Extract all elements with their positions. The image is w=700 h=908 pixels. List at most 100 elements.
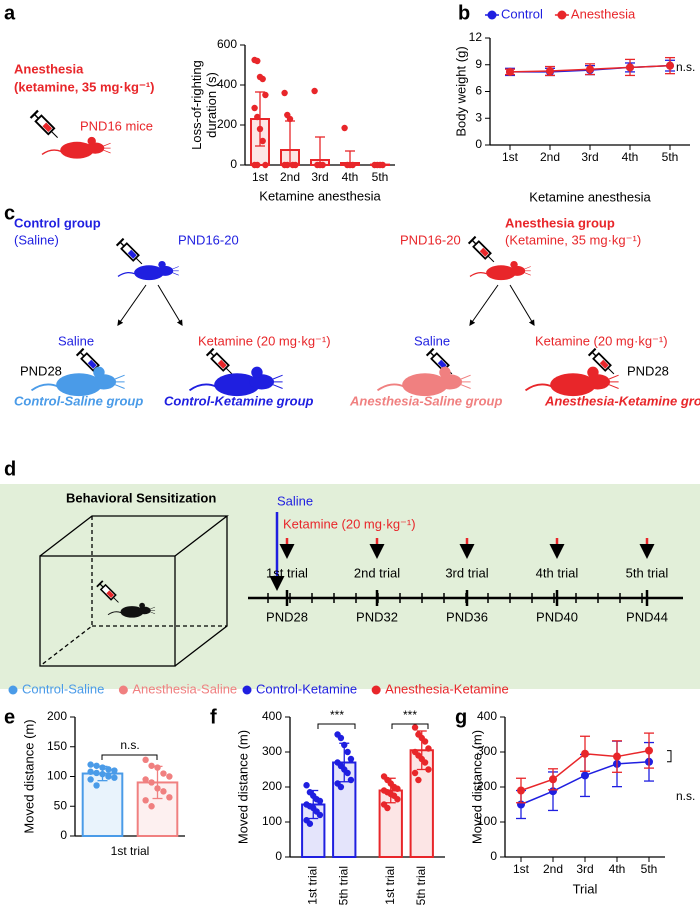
- data-point: [292, 161, 299, 169]
- bracket: [101, 754, 158, 760]
- x-axis-label: Ketamine anesthesia: [259, 188, 381, 203]
- trial-label: 1st trial: [266, 565, 308, 580]
- data-point: [259, 137, 266, 145]
- cube: [39, 515, 229, 667]
- bar: [81, 772, 124, 838]
- x-tick-label: 5th trial: [336, 866, 350, 905]
- data-point: [87, 776, 94, 783]
- x-tick-label: 5th trial: [414, 866, 428, 905]
- legend-swatch: [557, 10, 567, 20]
- panel-label: d: [4, 458, 16, 480]
- data-point: [415, 776, 422, 784]
- y-axis-label: Moved distance (m): [21, 719, 36, 833]
- data-point: [166, 794, 173, 801]
- data-point: [411, 724, 419, 731]
- data-point: [337, 734, 345, 742]
- data-point: [105, 766, 112, 773]
- data-point: [160, 788, 167, 795]
- y-tick-label: 100: [477, 814, 497, 828]
- arrow: [509, 284, 535, 327]
- y-tick-label: 200: [47, 709, 67, 723]
- legend-label: Anesthesia-Ketamine: [385, 681, 509, 696]
- line-point: [581, 771, 589, 780]
- data-point: [254, 161, 261, 169]
- data-point: [421, 759, 429, 766]
- line-point: [645, 746, 653, 755]
- day-label: PND40: [536, 609, 578, 624]
- data-point: [344, 769, 351, 777]
- data-point: [347, 776, 355, 784]
- data-point: [93, 769, 100, 777]
- data-point: [281, 89, 288, 97]
- trial-label: 3rd trial: [445, 565, 488, 580]
- data-point: [251, 104, 258, 112]
- syringe-icon: [467, 235, 499, 267]
- data-point: [262, 161, 269, 169]
- data-point: [154, 764, 161, 771]
- x-axis-label: Trial: [573, 881, 598, 896]
- data-point: [425, 745, 432, 752]
- anesthesia-group: Anesthesia group: [505, 215, 615, 230]
- trial-label: 5th trial: [626, 565, 669, 580]
- y-tick-label: 200: [217, 117, 237, 131]
- data-point: [99, 764, 106, 771]
- group-label: Anesthesia-Ketamine group: [544, 393, 700, 408]
- y-tick-label: 300: [262, 744, 282, 758]
- data-point: [319, 161, 326, 169]
- x-tick-label: 1st trial: [305, 866, 319, 905]
- y-tick-label: 12: [469, 30, 483, 44]
- data-point: [166, 773, 173, 780]
- annotation: n.s.: [676, 60, 695, 74]
- panel-d-title: Behavioral Sensitization: [66, 490, 216, 505]
- data-point: [384, 804, 391, 812]
- data-point: [284, 161, 291, 169]
- y-tick-label: 150: [47, 739, 67, 753]
- y-tick-label: 200: [262, 779, 282, 793]
- legend-label: Control-Saline: [22, 681, 104, 696]
- y-tick-label: 50: [54, 798, 68, 812]
- bracket: [667, 750, 672, 763]
- panel-label: a: [4, 2, 16, 24]
- arrow: [117, 284, 147, 326]
- x-tick-label: 2nd: [543, 862, 563, 876]
- data-point: [344, 748, 351, 756]
- data-point: [148, 803, 155, 810]
- legend-swatch: [487, 10, 497, 20]
- control-treatment: (Saline): [14, 232, 59, 247]
- line-point: [546, 66, 554, 75]
- syringe-icon: [115, 237, 147, 269]
- x-tick-label: 3rd: [581, 150, 598, 164]
- line-point: [506, 67, 514, 76]
- y-tick-label: 400: [217, 77, 237, 91]
- x-tick-label: 5th: [662, 150, 679, 164]
- trial-label: 2nd trial: [354, 565, 400, 580]
- panel-a-dose: (ketamine, 35 mg·kg⁻¹): [14, 79, 155, 94]
- panel-label: b: [458, 2, 470, 24]
- y-tick-label: 0: [475, 137, 482, 151]
- data-point: [93, 762, 100, 769]
- bracket: [391, 723, 429, 729]
- panel-a-title: Anesthesia: [14, 61, 84, 76]
- anesthesia-treatment: (Ketamine, 35 mg·kg⁻¹): [505, 232, 641, 247]
- line-point: [517, 786, 525, 795]
- data-point: [148, 779, 155, 786]
- saline-label: Saline: [277, 493, 313, 508]
- line-point: [581, 749, 589, 758]
- y-tick-label: 0: [490, 849, 497, 863]
- ketamine-label: Ketamine (20 mg·kg⁻¹): [283, 516, 416, 531]
- data-point: [262, 91, 269, 99]
- data-point: [259, 75, 266, 83]
- annotation: ***: [403, 708, 417, 722]
- annotation: n.s.: [676, 789, 695, 803]
- data-point: [93, 782, 100, 789]
- data-point: [148, 762, 155, 769]
- mouse-icon: [41, 136, 112, 160]
- x-tick-label: 2nd: [540, 150, 560, 164]
- data-point: [111, 774, 118, 781]
- day-label: PND36: [446, 609, 488, 624]
- annotation: n.s.: [120, 738, 139, 752]
- y-axis-label: duration (s): [204, 72, 219, 138]
- ketamine-label: Ketamine (20 mg·kg⁻¹): [198, 333, 331, 348]
- y-tick-label: 0: [230, 157, 237, 171]
- anesthesia-age: PND16-20: [400, 232, 461, 247]
